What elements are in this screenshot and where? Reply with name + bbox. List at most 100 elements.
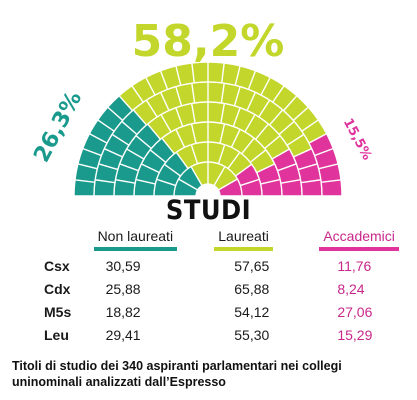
seat-cell (280, 122, 303, 145)
seat-cell (241, 180, 262, 196)
row-label: Cdx (44, 281, 71, 297)
seat-cell (114, 180, 135, 196)
table-row: Csx 30,59 57,65 11,76 (40, 254, 417, 277)
seat-cell (228, 153, 251, 176)
seat-cell (265, 136, 289, 159)
cell-value: 27,06 (337, 304, 373, 320)
table-row: Cdx 25,88 65,88 8,24 (40, 277, 417, 300)
seat-cell (165, 153, 188, 176)
seat-cell (142, 150, 165, 172)
seat-cell (273, 86, 296, 110)
cell-value: 8,24 (337, 281, 365, 297)
row-label: Csx (44, 258, 70, 274)
seat-cell (222, 63, 240, 85)
seat-cell (261, 78, 284, 102)
seat-cell (116, 164, 138, 183)
cell-value: 54,12 (234, 304, 270, 320)
seat-cell (309, 134, 333, 155)
seat-cell (208, 162, 225, 185)
seat-cell (94, 180, 115, 196)
cell-value: 30,59 (105, 258, 141, 274)
seat-cell (162, 130, 184, 153)
seat-cell (134, 180, 155, 196)
seat-cell (99, 149, 122, 169)
seat-cell (281, 180, 302, 196)
cell-value: 29,41 (105, 327, 141, 343)
seat-cell (236, 66, 255, 89)
table-row: Leu 29,41 55,30 15,29 (40, 323, 417, 346)
seat-cell (278, 164, 300, 183)
seat-cell (75, 164, 97, 182)
seat-cell (192, 82, 208, 103)
chart-title: STUDI (165, 195, 252, 226)
seat-cell (132, 78, 155, 102)
seat-cell (105, 135, 128, 157)
cell-value: 57,65 (234, 258, 270, 274)
seat-cell (235, 87, 255, 110)
seat-cell (136, 164, 159, 184)
seat-cell (83, 134, 107, 155)
seat-cell (192, 62, 208, 83)
seat-cell (232, 130, 254, 153)
seat-cell (270, 110, 294, 134)
seat-cell (221, 104, 240, 126)
seat-cell (120, 149, 143, 170)
seat-cell (319, 164, 341, 182)
seat-cell (177, 145, 197, 168)
seat-cell (134, 101, 157, 124)
percentage-label: 26,3% (29, 87, 87, 166)
seat-cell (90, 120, 114, 143)
seat-cell (113, 122, 136, 145)
seat-cell (234, 108, 255, 131)
percentage-label: 15,5% (340, 116, 374, 163)
seat-cell (174, 179, 197, 196)
seat-cell (161, 66, 180, 89)
seat-cell (261, 180, 282, 196)
seat-cell (302, 120, 326, 143)
column-header-accademici: Accademici (319, 228, 399, 251)
data-table: Non laureati Laureati Accademici Csx 30,… (40, 228, 417, 346)
cell-value: 65,88 (234, 281, 270, 297)
seat-cell (127, 136, 151, 159)
seat-cell (259, 101, 282, 124)
seat-cell (245, 115, 268, 139)
seat-cell (148, 115, 171, 139)
column-header-non-laureati: Non laureati (93, 228, 178, 251)
seat-cell (120, 86, 143, 110)
row-label: M5s (44, 304, 72, 320)
seat-cell (256, 124, 280, 148)
seat-cell (247, 93, 269, 116)
seat-cell (192, 102, 208, 123)
seat-cell (176, 124, 196, 147)
column-header-laureati: Laureati (214, 228, 273, 251)
seat-cell (147, 93, 169, 116)
seat-cell (301, 180, 322, 196)
cell-value: 25,88 (105, 281, 141, 297)
seat-cell (321, 180, 342, 196)
seat-cell (179, 167, 202, 190)
seat-cell (208, 62, 224, 83)
seat-cell (273, 149, 296, 170)
cell-value: 18,82 (105, 304, 141, 320)
seat-cell (294, 149, 317, 169)
seat-cell (208, 82, 224, 103)
seat-cell (249, 71, 270, 95)
seat-cell (288, 135, 311, 157)
seat-cell (236, 165, 259, 185)
percentage-label: 58,2% (132, 16, 285, 67)
seat-cell (257, 164, 280, 184)
table-row: M5s 18,82 54,12 27,06 (40, 300, 417, 323)
seat-cell (108, 96, 132, 120)
seat-cell (299, 164, 321, 182)
hemicycle-chart: 26,3% 58,2% 15,5% (29, 16, 374, 196)
seat-cell (191, 162, 208, 185)
seat-cell (192, 142, 208, 163)
seat-cell (208, 122, 224, 143)
seat-cell (122, 110, 146, 134)
seat-cell (192, 122, 208, 143)
seat-cell (284, 96, 308, 120)
seat-cell (176, 63, 194, 85)
seat-cell (74, 180, 95, 196)
seat-cell (219, 145, 239, 168)
seat-cell (294, 108, 318, 131)
